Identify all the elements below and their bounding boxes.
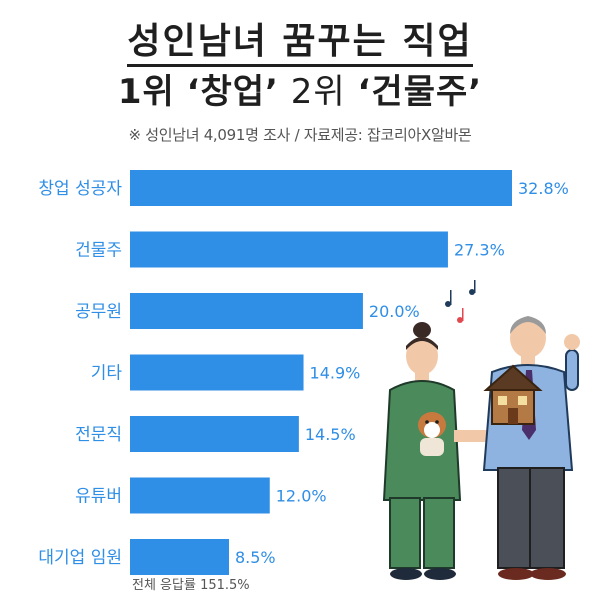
value-label: 12.0% <box>276 487 327 506</box>
category-label: 창업 성공자 <box>38 179 122 199</box>
category-label: 유튜버 <box>75 487 122 507</box>
subtitle-rank2: 2위 <box>290 72 346 112</box>
category-label: 전문직 <box>75 425 122 445</box>
bar <box>130 231 448 268</box>
value-label: 14.5% <box>305 425 356 444</box>
woman-figure-icon <box>382 322 492 580</box>
bar <box>130 170 512 206</box>
value-label: 20.0% <box>369 302 420 321</box>
source-note: ※ 성인남녀 4,091명 조사 / 자료제공: 잡코리아X알바몬 <box>128 126 472 144</box>
chart-subtitle: 1위 ‘창업’ 2위 ‘건물주’ <box>0 64 600 113</box>
footnote: 전체 응답률 151.5% <box>132 578 250 593</box>
category-label: 기타 <box>91 364 123 384</box>
category-label: 대기업 임원 <box>38 548 122 568</box>
chart-title-text: 성인남녀 꿈꾸는 직업 <box>127 21 473 67</box>
bar <box>130 354 304 391</box>
subtitle-pick2: ‘건물주’ <box>357 72 483 112</box>
category-label: 공무원 <box>75 302 122 322</box>
value-label: 14.9% <box>310 364 361 383</box>
bar <box>130 293 363 329</box>
value-label: 27.3% <box>454 241 505 260</box>
subtitle-rank1: 1위 <box>117 72 175 112</box>
value-label: 8.5% <box>235 548 276 567</box>
value-label: 32.8% <box>518 179 569 198</box>
category-label: 건물주 <box>75 241 122 261</box>
music-notes-icon <box>445 280 476 323</box>
house-icon <box>483 364 543 425</box>
chart-title: 성인남녀 꿈꾸는 직업 <box>0 12 600 67</box>
bar <box>130 477 270 514</box>
bar <box>130 539 229 575</box>
subtitle-pick1: ‘창업’ <box>186 72 279 112</box>
man-figure-icon <box>482 316 580 580</box>
illustration <box>382 280 580 580</box>
bar <box>130 416 299 452</box>
